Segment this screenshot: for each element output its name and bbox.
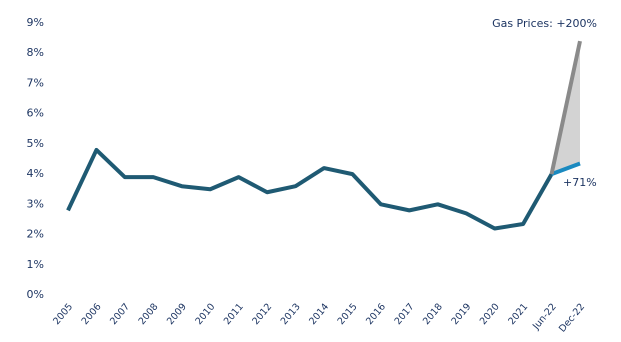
x-tick-label: 2019	[449, 301, 473, 327]
x-tick-label: 2006	[80, 301, 104, 327]
y-tick-label: 4%	[27, 167, 44, 180]
line	[550, 161, 581, 176]
x-tick-label: 2011	[222, 301, 246, 327]
x-tick-label: 2014	[307, 301, 331, 327]
x-tick-label: 2008	[137, 301, 161, 327]
y-tick-label: 5%	[27, 137, 44, 150]
x-tick-label: 2015	[336, 301, 360, 327]
x-tick-label: 2016	[364, 301, 388, 327]
x-tick-label: Jun-22	[530, 301, 559, 332]
line	[66, 147, 554, 231]
y-tick-label: 7%	[27, 76, 44, 89]
x-tick-label: 2021	[506, 301, 530, 327]
x-tick-label: 2009	[165, 301, 189, 327]
y-tick-label: 6%	[27, 107, 44, 120]
y-tick-label: 3%	[27, 197, 44, 210]
y-tick-label: 8%	[27, 46, 44, 59]
x-tick-label: 2012	[250, 301, 274, 327]
annotation: +71%	[563, 176, 597, 189]
x-tick-label: 2013	[279, 301, 303, 327]
x-tick-label: 2020	[478, 301, 502, 327]
y-tick-label: 1%	[27, 258, 44, 271]
x-tick-label: 2017	[393, 301, 417, 327]
x-tick-label: 2007	[108, 301, 132, 327]
y-tick-label: 0%	[27, 288, 44, 301]
y-tick-label: 9%	[27, 16, 44, 29]
line	[549, 40, 582, 175]
y-tick-label: 2%	[27, 228, 44, 241]
x-tick-label: 2005	[51, 301, 75, 327]
x-tick-label: 2010	[193, 301, 217, 327]
x-tick-label: 2018	[421, 301, 445, 327]
annotation: Gas Prices: +200%	[492, 17, 597, 30]
x-tick-label: Dec-22	[557, 301, 587, 334]
